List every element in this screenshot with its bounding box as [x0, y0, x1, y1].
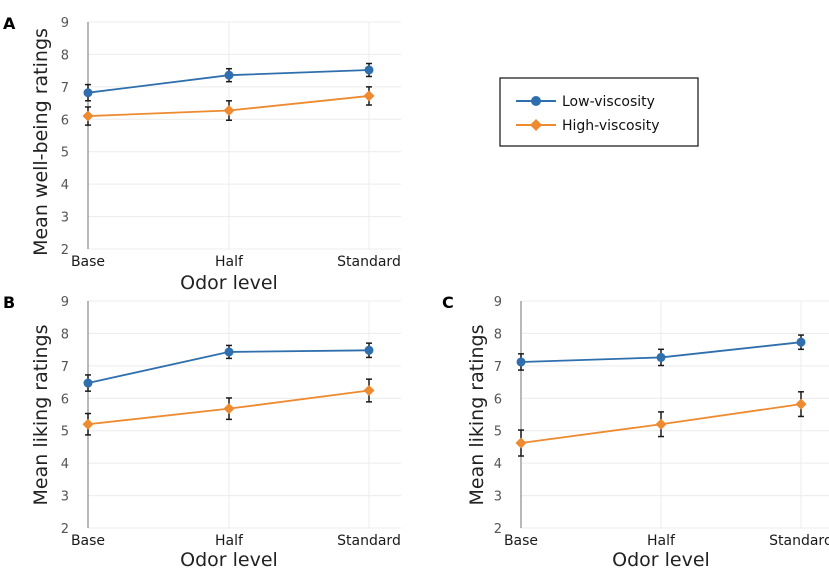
x-tick-label: Half — [647, 533, 676, 549]
x-axis-label: Odor level — [180, 272, 278, 294]
y-tick-label: 7 — [61, 81, 69, 96]
legend: Low-viscosity High-viscosity — [499, 77, 699, 147]
legend-marker-low-viscosity — [531, 96, 541, 106]
point-low-viscosity — [224, 347, 234, 357]
y-tick-label: 2 — [61, 243, 69, 258]
y-tick-label: 4 — [61, 178, 69, 193]
legend-label-low-viscosity: Low-viscosity — [562, 94, 655, 110]
point-low-viscosity — [656, 352, 666, 362]
panel-b: B Mean liking ratings Odor level 2 3 4 5 6 7 8… — [3, 293, 401, 571]
panel-c: C Mean liking ratings Odor level 2 3 4 5 6 7 8… — [442, 293, 829, 571]
point-high-viscosity — [363, 90, 375, 102]
y-tick-label: 5 — [61, 146, 69, 161]
y-tick-label: 8 — [494, 327, 502, 342]
y-tick-label: 6 — [494, 392, 502, 407]
y-tick-label: 9 — [61, 295, 69, 310]
y-tick-label: 7 — [494, 360, 502, 375]
point-low-viscosity — [224, 70, 234, 80]
point-low-viscosity — [83, 88, 93, 98]
y-tick-label: 5 — [61, 425, 69, 440]
x-tick-label: Base — [71, 533, 105, 549]
y-tick-label: 8 — [61, 327, 69, 342]
x-tick-label: Half — [215, 533, 244, 549]
y-tick-label: 6 — [61, 392, 69, 407]
point-high-viscosity — [82, 110, 94, 122]
y-tick-label: 8 — [61, 48, 69, 63]
point-low-viscosity — [364, 65, 374, 75]
x-tick-label: Standard — [337, 254, 401, 270]
y-tick-label: 4 — [61, 457, 69, 472]
legend-label-high-viscosity: High-viscosity — [562, 118, 660, 134]
y-tick-label: 3 — [61, 490, 69, 505]
x-tick-label: Base — [71, 254, 105, 270]
y-axis-label: Mean well-being ratings — [30, 28, 52, 256]
panel-label: C — [442, 293, 454, 312]
point-high-viscosity — [795, 398, 807, 410]
x-axis-label: Odor level — [180, 549, 278, 571]
x-tick-label: Half — [215, 254, 244, 270]
panel-label: A — [3, 14, 16, 33]
point-high-viscosity — [82, 418, 94, 430]
point-high-viscosity — [223, 105, 235, 117]
y-tick-label: 4 — [494, 457, 502, 472]
point-high-viscosity — [655, 418, 667, 430]
y-tick-label: 5 — [494, 425, 502, 440]
y-tick-label: 7 — [61, 360, 69, 375]
y-axis-label: Mean liking ratings — [466, 325, 488, 506]
y-axis-label: Mean liking ratings — [30, 325, 52, 506]
point-high-viscosity — [363, 385, 375, 397]
panel-label: B — [3, 293, 15, 312]
y-tick-label: 2 — [494, 522, 502, 537]
y-tick-label: 6 — [61, 113, 69, 128]
point-low-viscosity — [364, 345, 374, 355]
legend-marker-high-viscosity — [530, 119, 542, 131]
y-tick-label: 2 — [61, 522, 69, 537]
point-low-viscosity — [796, 337, 806, 347]
y-tick-label: 3 — [494, 490, 502, 505]
y-tick-label: 9 — [61, 16, 69, 31]
panel-a: A Mean well-being ratings Odor level 2 3 4… — [3, 14, 401, 294]
legend-box — [499, 77, 699, 147]
point-low-viscosity — [516, 357, 526, 367]
point-low-viscosity — [83, 378, 93, 388]
x-axis-label: Odor level — [612, 549, 710, 571]
x-tick-label: Base — [504, 533, 538, 549]
x-tick-label: Standard — [337, 533, 401, 549]
point-high-viscosity — [223, 403, 235, 415]
y-tick-label: 3 — [61, 211, 69, 226]
point-high-viscosity — [515, 437, 527, 449]
x-tick-label: Standard — [769, 533, 829, 549]
y-tick-label: 9 — [494, 295, 502, 310]
